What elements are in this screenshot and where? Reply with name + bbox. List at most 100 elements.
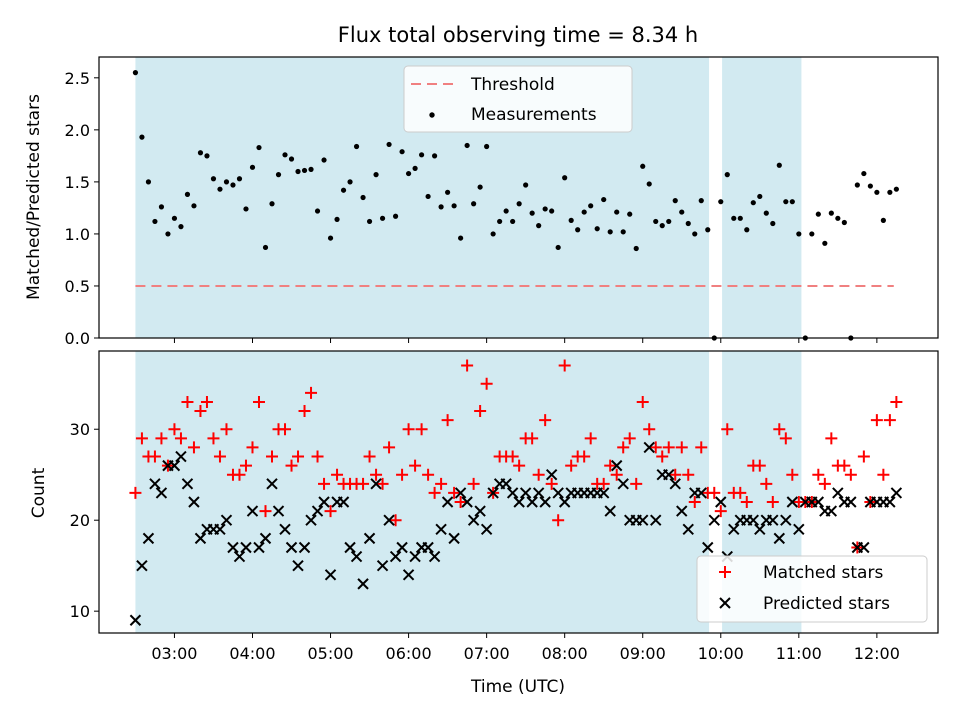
predicted-star-point <box>858 541 870 554</box>
matched-star-point <box>753 459 766 472</box>
matched-star-point <box>454 496 467 509</box>
measurement-point <box>575 227 581 233</box>
measurement-point <box>887 189 893 195</box>
measurement-point <box>477 184 483 190</box>
predicted-star-point <box>285 541 298 554</box>
measurement-point <box>555 244 561 251</box>
measurement-point <box>184 191 191 197</box>
measurement-point <box>594 226 600 232</box>
measurement-point <box>497 218 503 225</box>
predicted-star-point <box>259 532 272 545</box>
matched-star-point <box>766 496 779 509</box>
measurement-point <box>607 229 613 235</box>
measurement-point <box>327 235 334 241</box>
top-y-tick-label: 2.5 <box>65 69 90 88</box>
matched-star-point <box>402 423 415 436</box>
predicted-star-point <box>526 496 538 508</box>
x-tick-label: 07:00 <box>464 644 510 663</box>
matched-star-point <box>246 441 259 454</box>
measurement-point <box>633 245 639 252</box>
measurement-point <box>523 182 529 188</box>
matched-star-point <box>213 450 226 463</box>
measurement-point <box>627 211 633 217</box>
legend-bottom: Matched stars Predicted stars <box>696 555 928 623</box>
predicted-star-point <box>532 487 545 499</box>
measurement-point <box>438 204 444 210</box>
predicted-star-point <box>350 550 363 563</box>
measurement-point <box>659 223 665 229</box>
matched-star-point <box>545 477 558 490</box>
measurement-point <box>737 215 743 221</box>
legend-matched-swatch <box>719 566 731 578</box>
matched-star-point <box>292 450 305 463</box>
x-axis-label: Time (UTC) <box>470 677 565 697</box>
measurement-point <box>132 70 139 76</box>
x-tick-label: 05:00 <box>307 644 353 663</box>
measurement-point <box>373 172 379 178</box>
matched-star-point <box>370 468 383 481</box>
matched-star-point <box>389 514 402 527</box>
matched-star-point <box>252 395 265 408</box>
measurement-point <box>223 179 230 185</box>
predicted-star-point <box>715 496 727 508</box>
predicted-star-point <box>617 478 629 490</box>
measurement-point <box>432 153 438 159</box>
measurement-point <box>249 164 256 170</box>
measurement-point <box>666 218 672 225</box>
matched-star-point <box>539 414 552 427</box>
predicted-star-point <box>136 559 148 572</box>
measurement-point <box>731 215 737 221</box>
measurement-point <box>718 199 724 205</box>
matched-star-point <box>812 468 825 481</box>
measurement-point <box>692 231 698 237</box>
measurement-point <box>685 220 691 227</box>
matched-star-point <box>877 468 890 481</box>
matched-star-point <box>266 450 279 463</box>
matched-star-point <box>890 395 903 408</box>
legend-bottom-frame <box>696 555 928 623</box>
predicted-star-point <box>728 523 740 536</box>
matched-star-point <box>396 468 409 481</box>
measurement-point <box>815 211 821 217</box>
predicted-star-point <box>845 496 857 508</box>
top-y-tick-label: 2.0 <box>65 121 90 140</box>
measurement-point <box>705 227 711 233</box>
measurement-point <box>451 203 457 209</box>
matched-star-point <box>474 405 487 418</box>
measurement-point <box>510 218 516 225</box>
predicted-star-point <box>708 514 720 526</box>
predicted-star-point <box>188 496 200 508</box>
matched-star-point <box>565 459 578 472</box>
matched-star-point <box>643 423 656 436</box>
predicted-star-point <box>506 487 519 499</box>
measurement-point <box>601 196 607 203</box>
predicted-star-point <box>233 550 246 563</box>
predicted-star-point <box>376 559 389 572</box>
predicted-star-point <box>890 487 903 499</box>
predicted-star-point <box>396 541 408 554</box>
measurement-point <box>340 187 347 193</box>
predicted-star-point <box>597 487 610 499</box>
predicted-star-point <box>480 523 493 536</box>
measurement-point <box>835 215 841 221</box>
matched-star-point <box>675 441 688 454</box>
measurement-point <box>536 223 542 229</box>
measurement-point <box>672 198 678 204</box>
measurement-point <box>880 217 886 223</box>
predicted-star-point <box>422 541 434 554</box>
x-tick-label: 08:00 <box>542 644 588 663</box>
legend-top-frame <box>403 65 633 133</box>
matched-star-point <box>422 468 435 481</box>
matched-star-point <box>441 414 454 427</box>
predicted-star-point <box>292 559 304 572</box>
matched-star-point <box>480 377 493 390</box>
predicted-star-point <box>409 550 421 563</box>
measurement-point <box>321 157 327 163</box>
measurement-point <box>828 210 834 216</box>
measurement-point <box>458 235 464 241</box>
bottom-observing-window-0 <box>135 351 710 633</box>
predicted-star-point <box>702 541 714 554</box>
measurement-point <box>171 215 178 221</box>
predicted-star-point <box>454 487 467 499</box>
matched-star-point <box>181 395 194 408</box>
